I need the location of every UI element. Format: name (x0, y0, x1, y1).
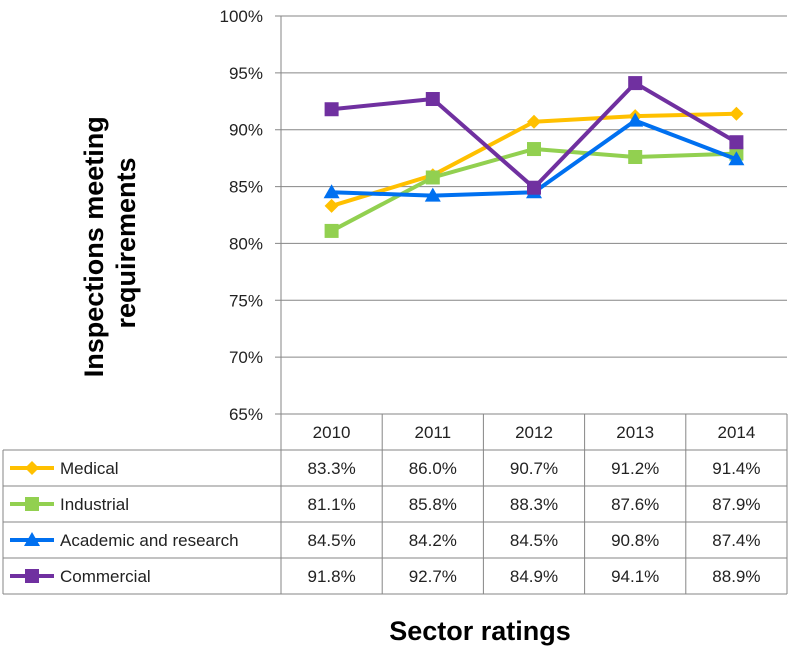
legend-entry: Industrial (60, 495, 129, 514)
data-point (324, 102, 339, 117)
x-tick-label: 2013 (616, 423, 654, 442)
series-lines (323, 76, 745, 238)
legend-entry: Academic and research (60, 531, 239, 550)
data-label: 81.1% (307, 495, 355, 514)
data-label: 91.8% (307, 567, 355, 586)
y-tick-label: 75% (229, 291, 263, 310)
data-point (729, 135, 744, 150)
y-axis-label-line-1: Inspections meeting (79, 116, 109, 377)
data-point (728, 151, 745, 166)
data-label: 85.8% (409, 495, 457, 514)
data-point (323, 184, 340, 199)
y-axis-ticks: 65% 70% 75% 80% 85% 90% 95% 100% (220, 7, 263, 424)
legend-key-marker (24, 532, 40, 546)
data-label: 90.8% (611, 531, 659, 550)
data-label: 87.9% (712, 495, 760, 514)
data-label: 87.6% (611, 495, 659, 514)
x-tick-label: 2014 (717, 423, 755, 442)
legend-entry: Medical (60, 459, 119, 478)
y-tick-label: 100% (220, 7, 263, 26)
data-label: 86.0% (409, 459, 457, 478)
legend-key-marker (25, 569, 39, 583)
data-point (628, 150, 643, 165)
y-tick-label: 85% (229, 178, 263, 197)
legend-key-marker (25, 497, 39, 511)
data-label: 84.2% (409, 531, 457, 550)
data-table: 2010 2011 2012 2013 2014 Medical 83.3% 86.0% 90.… (2, 414, 788, 595)
y-tick-label: 70% (229, 348, 263, 367)
data-label: 91.4% (712, 459, 760, 478)
data-point (424, 187, 441, 202)
y-tick-label: 95% (229, 64, 263, 83)
data-point (425, 92, 440, 107)
data-point (527, 180, 541, 195)
y-tick-label: 65% (229, 405, 263, 424)
data-label: 90.7% (510, 459, 558, 478)
data-label: 94.1% (611, 567, 659, 586)
y-tick-label: 90% (229, 121, 263, 140)
data-point (425, 170, 440, 185)
legend-key-marker (25, 461, 39, 475)
x-tick-label: 2011 (415, 423, 452, 442)
data-label: 92.7% (409, 567, 457, 586)
y-tick-label: 80% (229, 234, 263, 253)
data-point (324, 198, 339, 213)
data-label: 84.5% (510, 531, 558, 550)
data-label: 91.2% (611, 459, 659, 478)
series-3 (324, 76, 744, 195)
data-label: 87.4% (712, 531, 760, 550)
x-tick-label: 2010 (313, 423, 351, 442)
data-point (527, 114, 541, 129)
data-point (627, 112, 644, 127)
data-point (628, 76, 643, 91)
data-point (729, 106, 744, 121)
y-axis-label: Inspections meeting requirements (79, 109, 141, 378)
data-label: 84.9% (510, 567, 558, 586)
x-axis-title: Sector ratings (389, 616, 571, 646)
data-label: 83.3% (307, 459, 355, 478)
data-point (527, 142, 541, 157)
data-label: 88.3% (510, 495, 558, 514)
y-axis-label-line-2: requirements (111, 157, 141, 328)
x-tick-label: 2012 (515, 423, 553, 442)
gridlines (275, 15, 787, 415)
data-label: 84.5% (307, 531, 355, 550)
legend-entry: Commercial (60, 567, 151, 586)
data-point (324, 223, 339, 238)
data-label: 88.9% (712, 567, 760, 586)
